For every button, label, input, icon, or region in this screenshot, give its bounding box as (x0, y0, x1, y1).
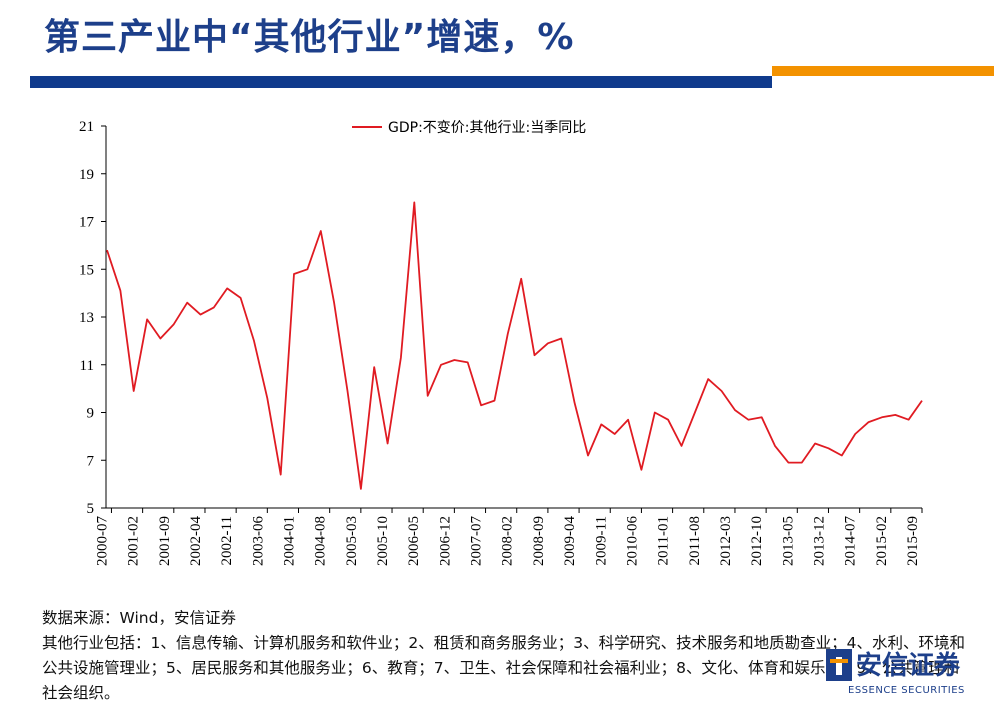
chart-ticks: 5 7 9 11 13 15 17 19 21 2000-07 2001-02 2001-09 2002… (79, 119, 923, 566)
definition-note: 其他行业包括：1、信息传输、计算机服务和软件业；2、租赁和商务服务业；3、科学研… (42, 634, 965, 702)
legend-label: GDP:不变价:其他行业:当季同比 (388, 120, 586, 136)
x-tick-label: 2000-07 (94, 516, 110, 566)
x-tick-label: 2011-01 (656, 516, 672, 565)
x-tick-label: 2007-07 (469, 516, 485, 566)
logo-name: 安信证券 (856, 651, 961, 681)
x-tick-label: 2003-06 (250, 516, 266, 566)
x-tick-label: 2004-01 (282, 516, 298, 566)
y-tick-label: 19 (79, 167, 94, 183)
x-tick-label: 2009-04 (562, 516, 578, 566)
x-tick-label: 2006-12 (437, 516, 453, 566)
y-tick-label: 5 (87, 501, 95, 517)
logo-subtitle: ESSENCE SECURITIES (848, 685, 965, 696)
line-chart: 5 7 9 11 13 15 17 19 21 2000-07 2001-02 2001-09 2002… (79, 119, 923, 566)
x-tick-label: 2013-12 (811, 516, 827, 566)
x-tick-label: 2009-11 (593, 516, 609, 565)
y-tick-label: 7 (87, 453, 95, 469)
y-tick-label: 13 (79, 310, 94, 326)
x-tick-label: 2008-02 (500, 516, 516, 566)
chart-notes: 数据来源：Wind，安信证券 其他行业包括：1、信息传输、计算机服务和软件业；2… (42, 606, 972, 706)
x-tick-label: 2012-10 (749, 516, 765, 566)
x-tick-label: 2011-08 (687, 516, 703, 565)
y-tick-label: 21 (79, 119, 94, 135)
page-title: 第三产业中“其他行业”增速，% (44, 17, 575, 58)
x-tick-label: 2001-09 (157, 516, 173, 566)
title-underline-blue (30, 76, 772, 88)
x-tick-label: 2002-04 (188, 516, 204, 566)
logo-mark-icon (826, 649, 852, 681)
x-tick-label: 2005-03 (344, 516, 360, 566)
chart-axes (105, 126, 922, 509)
series-line (106, 201, 923, 490)
y-tick-label: 11 (80, 358, 94, 374)
chart-legend: GDP:不变价:其他行业:当季同比 (352, 120, 586, 136)
x-tick-label: 2001-02 (126, 516, 142, 566)
x-tick-label: 2004-08 (313, 516, 329, 566)
x-tick-label: 2010-06 (624, 516, 640, 566)
x-tick-label: 2012-03 (718, 516, 734, 566)
x-tick-label: 2014-07 (843, 516, 859, 566)
chart-series (106, 201, 923, 490)
x-tick-label: 2002-11 (219, 516, 235, 565)
y-tick-label: 9 (87, 406, 95, 422)
x-tick-label: 2006-05 (406, 516, 422, 566)
x-tick-label: 2015-02 (874, 516, 890, 566)
y-tick-label: 15 (79, 262, 94, 278)
y-tick-label: 17 (79, 215, 95, 231)
company-logo: 安信证券 ESSENCE SECURITIES (826, 645, 976, 707)
x-tick-label: 2015-09 (905, 516, 921, 566)
x-tick-label: 2008-09 (531, 516, 547, 566)
x-tick-label: 2013-05 (780, 516, 796, 566)
x-tick-label: 2005-10 (375, 516, 391, 566)
title-underline-orange (772, 66, 994, 76)
source-note: 数据来源：Wind，安信证券 (42, 609, 236, 627)
